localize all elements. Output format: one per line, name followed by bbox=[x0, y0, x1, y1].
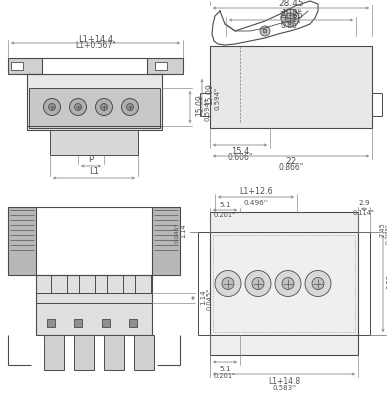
Text: 5.1: 5.1 bbox=[219, 202, 231, 208]
Circle shape bbox=[215, 270, 241, 296]
Text: 0.606": 0.606" bbox=[227, 152, 253, 162]
Bar bbox=[8, 58, 42, 74]
Text: L1+14.4: L1+14.4 bbox=[78, 36, 113, 44]
Circle shape bbox=[245, 270, 271, 296]
Text: 15.09: 15.09 bbox=[205, 83, 214, 105]
Text: 15.09: 15.09 bbox=[195, 94, 204, 116]
Bar bbox=[210, 46, 372, 128]
Bar bbox=[74, 319, 82, 327]
Text: 0.866": 0.866" bbox=[278, 164, 304, 172]
Text: 28.45: 28.45 bbox=[278, 0, 304, 8]
Bar bbox=[27, 74, 162, 130]
Circle shape bbox=[48, 104, 55, 110]
Circle shape bbox=[282, 278, 294, 290]
Bar bbox=[129, 319, 137, 327]
Bar bbox=[104, 335, 124, 370]
Text: 21.85: 21.85 bbox=[279, 10, 303, 20]
Text: 1.14: 1.14 bbox=[180, 224, 186, 238]
Text: L1: L1 bbox=[89, 168, 99, 176]
Bar bbox=[147, 58, 183, 74]
Bar bbox=[47, 319, 55, 327]
Bar bbox=[134, 335, 154, 370]
Bar bbox=[29, 88, 160, 126]
Bar bbox=[152, 207, 180, 275]
Circle shape bbox=[43, 98, 60, 116]
Text: 2.9: 2.9 bbox=[358, 200, 370, 206]
Text: 0.583'': 0.583'' bbox=[272, 385, 296, 391]
Text: P: P bbox=[89, 156, 94, 164]
Circle shape bbox=[252, 278, 264, 290]
Circle shape bbox=[275, 270, 301, 296]
Text: 1.14: 1.14 bbox=[200, 289, 206, 305]
Text: 0.045": 0.045" bbox=[175, 223, 180, 243]
Circle shape bbox=[70, 98, 87, 116]
Circle shape bbox=[263, 29, 267, 33]
Text: 0.293": 0.293" bbox=[385, 224, 387, 244]
Circle shape bbox=[281, 9, 299, 27]
Text: L1+0.567": L1+0.567" bbox=[75, 42, 116, 50]
Bar bbox=[50, 130, 138, 155]
Text: 22: 22 bbox=[285, 158, 296, 166]
Circle shape bbox=[127, 104, 134, 110]
Bar bbox=[155, 62, 167, 70]
Bar bbox=[102, 319, 110, 327]
Bar bbox=[74, 335, 94, 370]
Text: 0.496'': 0.496'' bbox=[243, 200, 269, 206]
Text: 1.12": 1.12" bbox=[281, 8, 301, 18]
Circle shape bbox=[122, 98, 139, 116]
Circle shape bbox=[305, 270, 331, 296]
Bar bbox=[210, 212, 358, 355]
Bar bbox=[36, 275, 152, 335]
Text: 0.114": 0.114" bbox=[353, 210, 375, 216]
Circle shape bbox=[260, 26, 270, 36]
Text: 0.045": 0.045" bbox=[207, 288, 213, 310]
Bar bbox=[44, 335, 64, 370]
Circle shape bbox=[312, 278, 324, 290]
Text: 0.594": 0.594" bbox=[204, 98, 210, 120]
Bar bbox=[213, 235, 355, 332]
Bar bbox=[11, 62, 23, 70]
Text: 8.78: 8.78 bbox=[386, 274, 387, 289]
Text: 0.201": 0.201" bbox=[214, 212, 236, 218]
Circle shape bbox=[96, 98, 113, 116]
Text: 15.4: 15.4 bbox=[231, 146, 249, 156]
Bar bbox=[8, 207, 36, 275]
Circle shape bbox=[222, 278, 234, 290]
Text: 0.86": 0.86" bbox=[281, 20, 301, 30]
Circle shape bbox=[285, 13, 295, 23]
Circle shape bbox=[101, 104, 108, 110]
Text: 0.594": 0.594" bbox=[214, 86, 220, 110]
Text: L1+12.6: L1+12.6 bbox=[239, 186, 273, 196]
Text: L1+14.8: L1+14.8 bbox=[268, 376, 300, 386]
Circle shape bbox=[75, 104, 82, 110]
Text: 5.1: 5.1 bbox=[219, 366, 231, 372]
Text: 7.45: 7.45 bbox=[379, 222, 385, 238]
Bar bbox=[29, 126, 160, 128]
Text: 0.201": 0.201" bbox=[214, 373, 236, 379]
